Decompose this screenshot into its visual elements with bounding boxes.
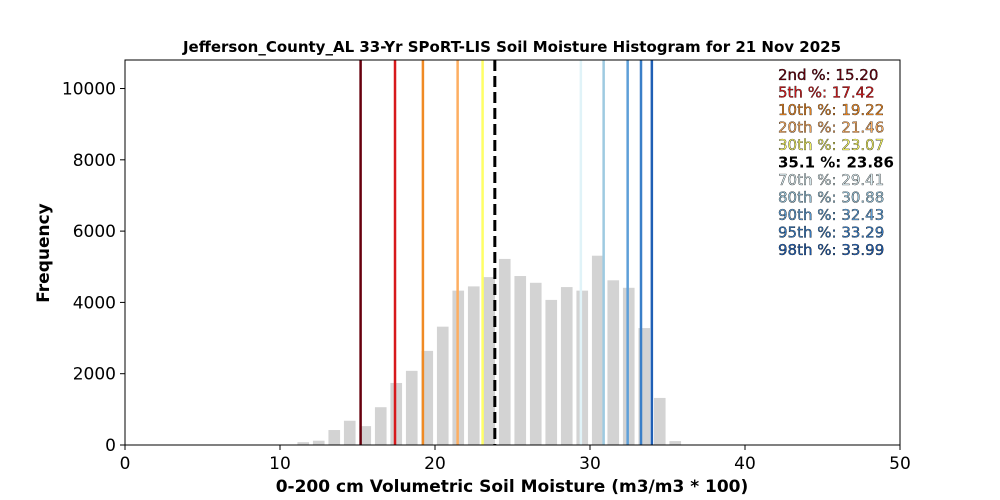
y-tick-label: 0 xyxy=(105,436,116,456)
y-tick-label: 4000 xyxy=(73,293,116,313)
percentile-annotation: 35.1 %: 23.86 xyxy=(778,154,894,172)
x-tick-label: 50 xyxy=(889,454,911,474)
y-tick-label: 8000 xyxy=(73,151,116,171)
histogram-bar xyxy=(669,441,682,445)
histogram-bar xyxy=(560,287,573,445)
percentile-annotation: 10th %: 19.22 xyxy=(778,101,884,119)
x-tick-label: 10 xyxy=(269,454,291,474)
y-axis-ticks: 0 2000 4000 6000 8000 10000 xyxy=(62,80,125,456)
percentile-annotation: 2nd %: 15.20 xyxy=(778,66,878,84)
y-tick-label: 6000 xyxy=(73,222,116,242)
histogram-bar xyxy=(359,426,372,445)
x-tick-label: 40 xyxy=(734,454,756,474)
histogram-bar xyxy=(297,442,310,445)
percentile-annotation: 30th %: 23.07 xyxy=(778,136,884,154)
histogram-bar xyxy=(529,282,542,445)
histogram-bar xyxy=(607,280,620,445)
percentile-annotation: 80th %: 30.88 xyxy=(778,189,884,207)
x-tick-label: 0 xyxy=(120,454,131,474)
percentile-annotation: 90th %: 32.43 xyxy=(778,206,884,224)
percentile-annotation: 70th %: 29.41 xyxy=(778,171,884,189)
histogram-bar xyxy=(576,290,589,445)
histogram-bar xyxy=(591,255,604,445)
histogram-bar xyxy=(545,299,558,445)
histogram-bar xyxy=(405,370,418,445)
chart-title: Jefferson_County_AL 33-Yr SPoRT-LIS Soil… xyxy=(182,38,841,56)
x-tick-label: 20 xyxy=(424,454,446,474)
histogram-bar xyxy=(514,276,527,445)
percentile-annotation: 95th %: 33.29 xyxy=(778,224,884,242)
histogram-bar xyxy=(436,326,449,445)
percentile-annotation: 5th %: 17.42 xyxy=(778,84,875,102)
percentile-lines xyxy=(359,60,654,445)
plot-frame xyxy=(124,59,901,446)
histogram-bar xyxy=(421,350,434,445)
y-tick-label: 10000 xyxy=(62,80,116,100)
x-axis-label: 0-200 cm Volumetric Soil Moisture (m3/m3… xyxy=(276,477,749,497)
histogram-bar xyxy=(328,430,341,445)
histogram-bar xyxy=(343,420,356,445)
y-tick-label: 2000 xyxy=(73,365,116,385)
histogram-bar xyxy=(498,258,511,445)
histogram-bar xyxy=(638,328,651,445)
histogram-bar xyxy=(374,407,387,445)
y-axis-label: Frequency xyxy=(34,203,54,303)
percentile-annotation: 98th %: 33.99 xyxy=(778,241,884,259)
histogram-bar xyxy=(312,440,325,445)
percentile-annotation: 20th %: 21.46 xyxy=(778,119,884,137)
histogram-bar xyxy=(467,286,480,445)
x-tick-label: 30 xyxy=(579,454,601,474)
histogram-bar xyxy=(653,397,666,445)
x-axis-ticks: 0 10 20 30 40 50 xyxy=(120,445,911,474)
histogram-bar xyxy=(483,277,496,445)
